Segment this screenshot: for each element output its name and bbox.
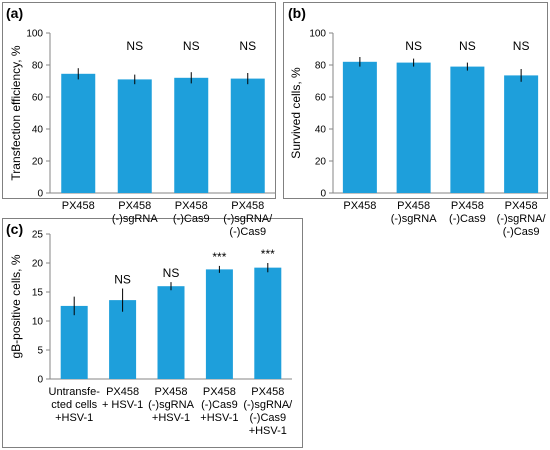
chart-c: 0 5 10 15 20 25 gB-positive cells, % Untransfe-… [9,230,293,438]
y-tick-label: 15 [32,288,44,299]
category-label: PX458 (-)sgRNA/(-)Cas9 +HSV-1 [243,386,293,437]
significance-label: NS [183,39,200,53]
category-label-line: +HSV-1 [249,425,287,437]
category-label-line: PX458 [343,200,376,212]
y-tick-label: 20 [315,157,327,168]
category-label-line: (-)sgRNA/ [243,399,293,411]
category-label-line: PX458 [397,200,430,212]
y-tick-label: 100 [26,29,43,40]
bar [174,77,209,193]
category-label-line: + HSV-1 [102,399,143,411]
category-label-line: cted cells [51,399,97,411]
y-tick-label: 80 [32,61,44,72]
category-label-line: PX458 [118,200,151,212]
y-tick-label: 60 [32,93,44,104]
significance-label: *** [261,247,275,261]
y-tick-label: 0 [37,189,43,200]
category-label-line: +HSV-1 [152,412,190,424]
bar [450,66,485,193]
bar [504,75,539,193]
significance-label: NS [239,39,256,53]
category-label-line: PX458 [231,200,264,212]
category-label-line: (-)sgRNA [391,213,437,225]
category-label-line: PX458 [154,386,187,398]
category-label: PX458 (-)sgRNA/(-)Cas9 [497,200,547,238]
category-label-line: PX458 [175,200,208,212]
y-tick-label: 25 [32,230,44,241]
significance-label: NS [126,39,143,53]
category-label-line: (-)Cas9 [229,226,266,238]
y-axis-title: Transfection efficiency, % [9,45,23,181]
category-label-line: PX458 [106,386,139,398]
bar [60,305,88,379]
category-label: PX458 (-)sgRNA [112,200,158,225]
category-label-line: +HSV-1 [55,412,93,424]
category-label: PX458 [343,200,376,212]
significance-label: NS [405,39,422,53]
category-label: PX458 (-)Cas9 [449,200,486,225]
category-label-line: PX458 [62,200,95,212]
y-tick-label: 60 [315,93,327,104]
y-tick-label: 20 [32,157,44,168]
category-label-line: PX458 [203,386,236,398]
category-label: PX458 (-)sgRNA [391,200,437,225]
y-tick-label: 80 [315,61,327,72]
bar [117,79,152,193]
category-label: PX458 (-)sgRNA +HSV-1 [148,386,194,424]
panel-c-frame [2,218,303,448]
y-tick-label: 0 [37,375,43,386]
category-label: PX458 (-)Cas9 +HSV-1 [200,386,238,424]
significance-label: NS [459,39,476,53]
y-axis-title: Survived cells, % [289,67,303,159]
y-tick-label: 0 [320,189,326,200]
bar [342,61,377,193]
bar [230,78,265,193]
bar [254,267,282,379]
y-tick-label: 40 [32,125,44,136]
category-label-line: PX458 [505,200,538,212]
bar [157,286,185,379]
significance-label: NS [114,273,131,287]
category-label: PX458 (-)sgRNA/(-)Cas9 [223,200,273,238]
category-label-line: (-)Cas9 [503,226,540,238]
category-label-line: +HSV-1 [200,412,238,424]
category-label-line: (-)Cas9 [249,412,286,424]
y-tick-label: 5 [37,346,43,357]
bar [61,73,96,193]
panel-b-tag: (b) [288,5,306,21]
category-label: Untransfe-cted cells +HSV-1 [49,386,101,424]
significance-label: NS [513,39,530,53]
bar [109,300,137,379]
category-label: PX458 [62,200,95,212]
significance-label: NS [163,266,180,280]
category-label-line: (-)Cas9 [173,213,210,225]
chart-b: 0 20 40 60 80 100 Survived cells, % PX458 NS PX45… [289,29,548,238]
y-tick-label: 20 [32,259,44,270]
panel-a-tag: (a) [6,5,23,21]
category-label-line: (-)sgRNA/ [223,213,273,225]
panel-c-tag: (c) [6,221,23,237]
category-label-line: (-)sgRNA/ [497,213,547,225]
category-label-line: Untransfe- [49,386,101,398]
category-label-line: (-)Cas9 [201,399,238,411]
bar [205,269,233,379]
category-label-line: (-)Cas9 [449,213,486,225]
bar [396,62,431,193]
y-tick-label: 40 [315,125,327,136]
category-label: PX458 + HSV-1 [102,386,143,411]
y-axis-title: gB-positive cells, % [9,254,23,358]
y-tick-label: 10 [32,317,44,328]
category-label-line: PX458 [451,200,484,212]
significance-label: *** [212,250,226,264]
category-label: PX458 (-)Cas9 [173,200,210,225]
category-label-line: PX458 [251,386,284,398]
y-tick-label: 100 [309,29,326,40]
category-label-line: (-)sgRNA [112,213,158,225]
category-label-line: (-)sgRNA [148,399,194,411]
